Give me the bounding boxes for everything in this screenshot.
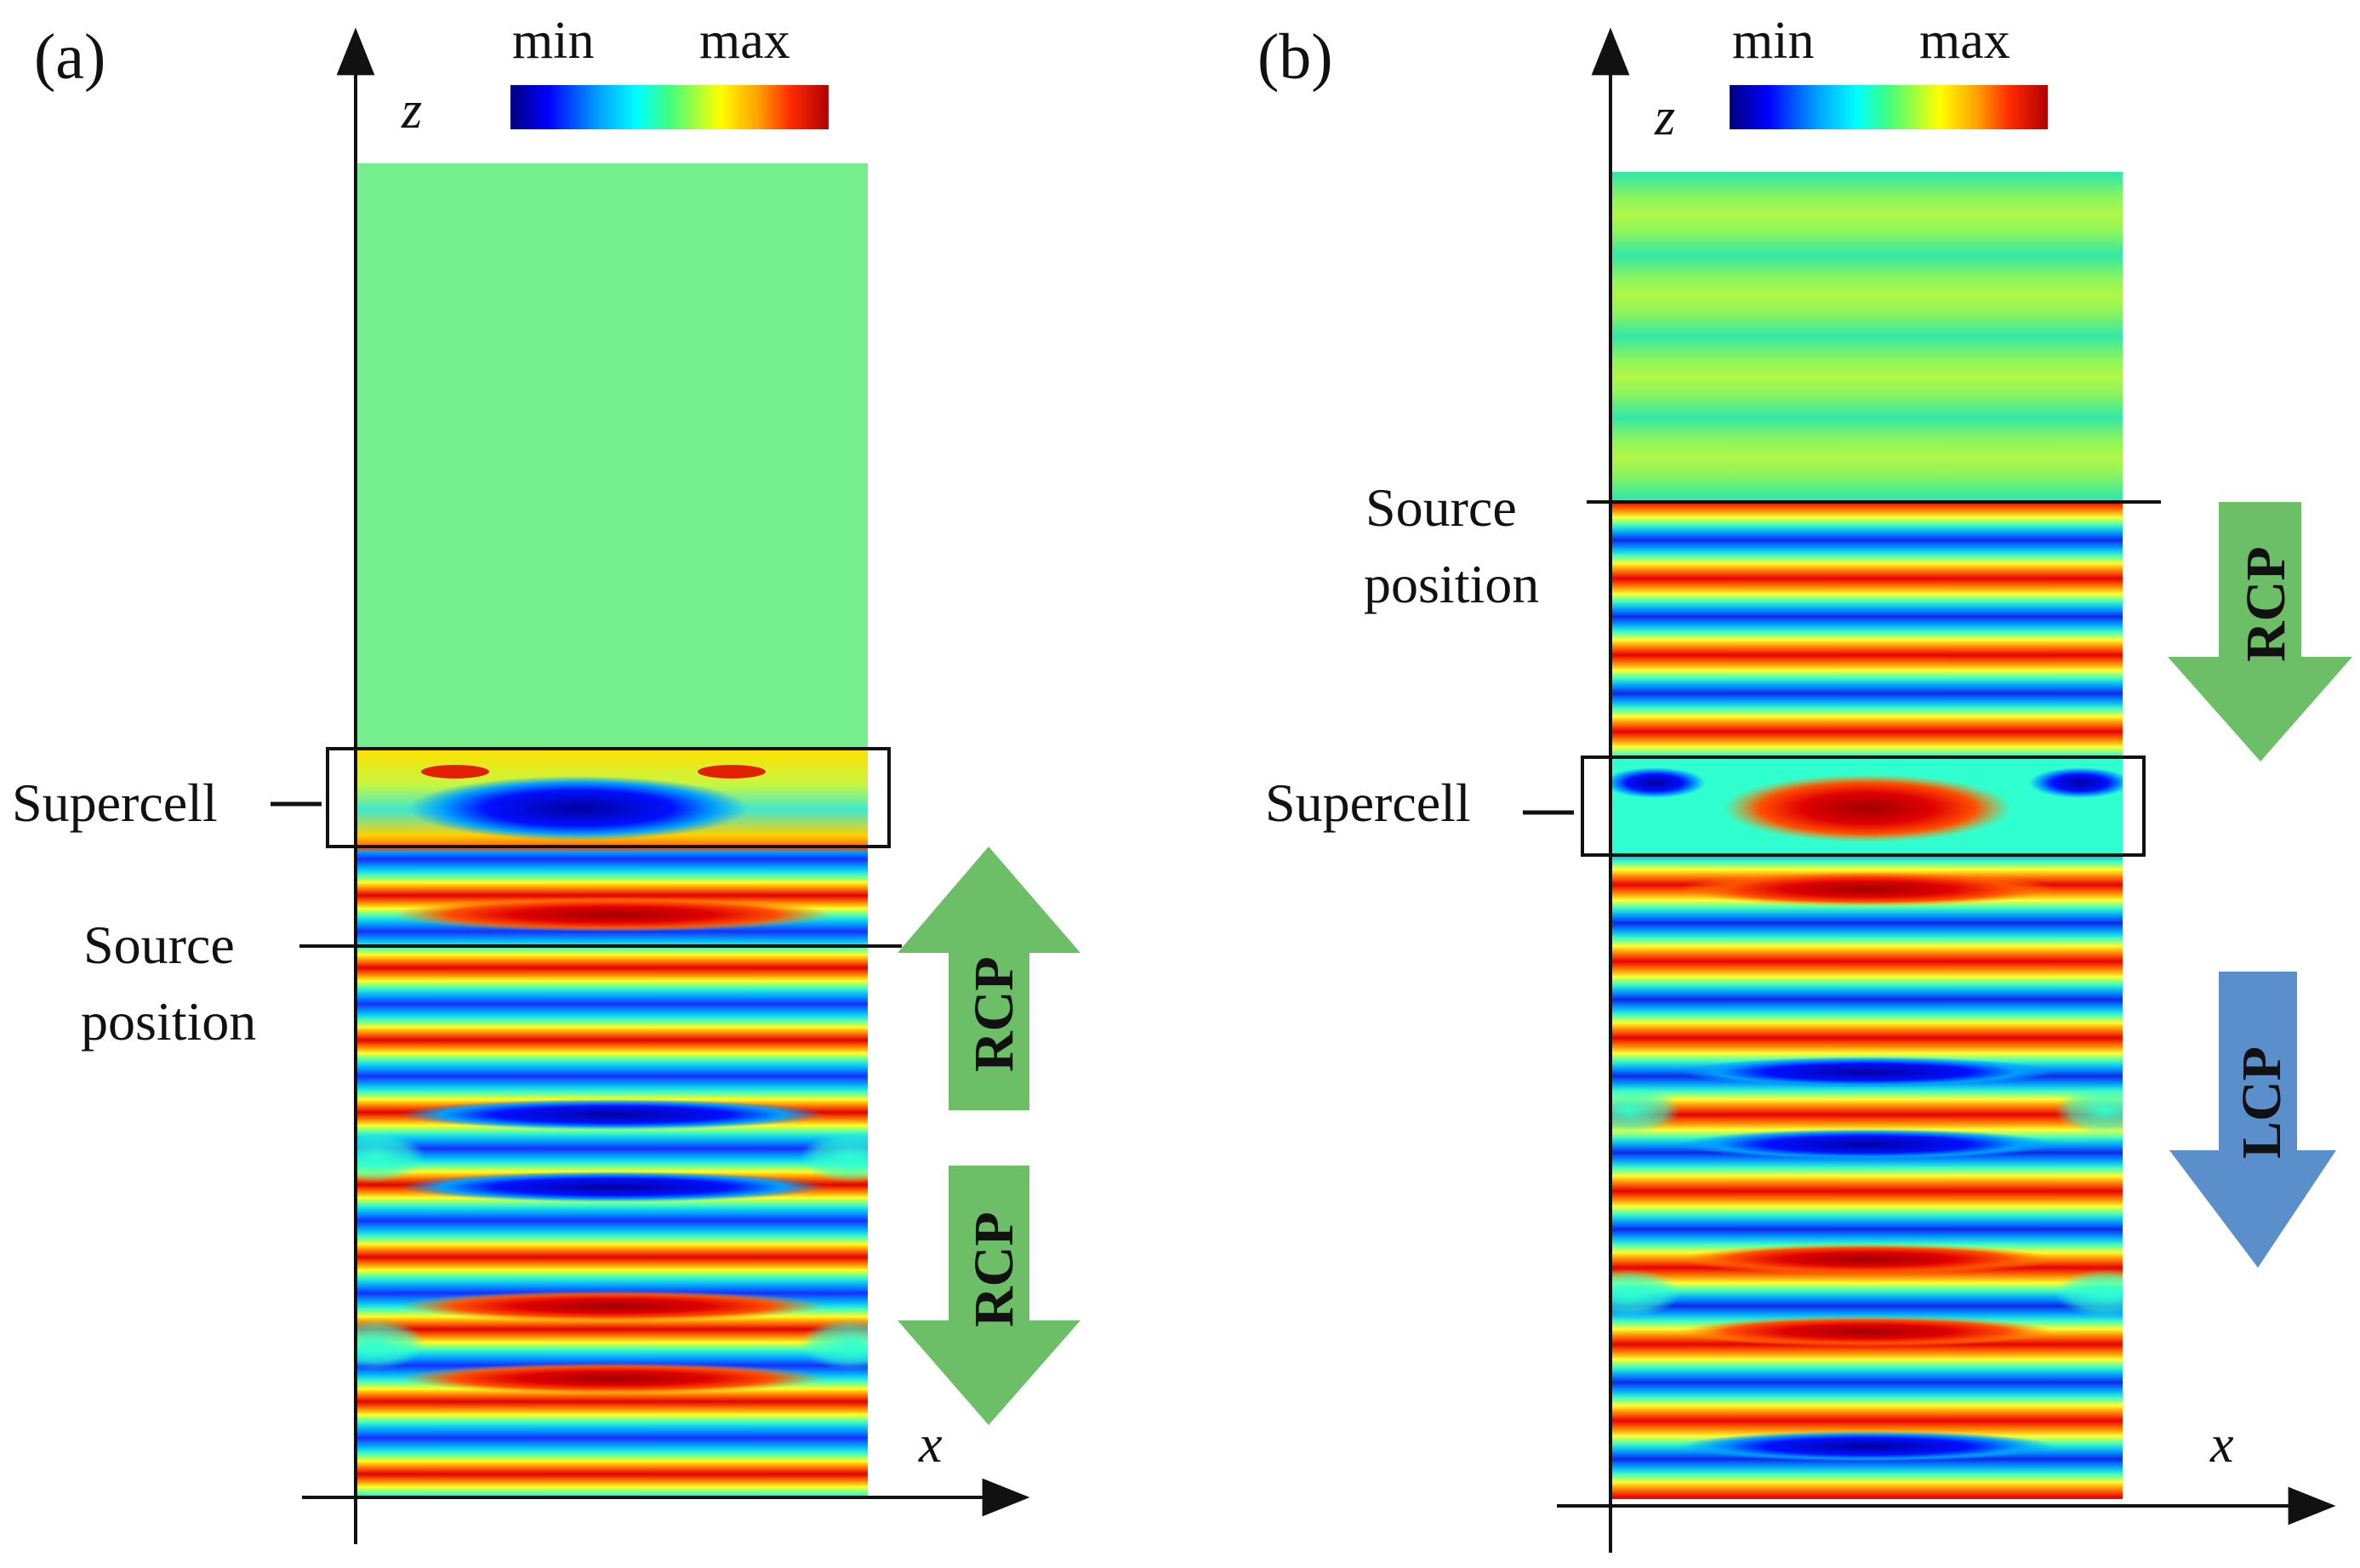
supercell-label-a: Supercell <box>12 773 218 833</box>
polarization-arrow-b-lcp: LCP <box>2169 972 2336 1268</box>
supercell-red-mode <box>1723 774 2012 842</box>
panel-b-label: (b) <box>1257 21 1333 93</box>
source-label-b-line1: Source <box>1365 477 1517 538</box>
colorbar-min-label: min <box>512 12 594 70</box>
polarization-arrow-b-rcp: RCP <box>2168 502 2352 761</box>
colorbar-min-label: min <box>1732 12 1814 70</box>
panel-b: (b) min max z x <box>1257 12 2352 1553</box>
z-axis-label-a: z <box>401 82 422 140</box>
supercell-box-b <box>1581 755 2146 857</box>
supercell-blue-mode <box>408 776 749 841</box>
source-label-b-line2: position <box>1364 554 1539 614</box>
colorbar-max-label: max <box>699 12 790 70</box>
field-map-a <box>357 163 868 1496</box>
x-axis-label-b: x <box>2209 1416 2234 1474</box>
colorbar-b: min max <box>1730 12 2048 129</box>
arrow-label-b-2: LCP <box>2231 1046 2293 1159</box>
z-axis-label-b: z <box>1654 88 1675 146</box>
polarization-arrow-a-down: RCP <box>898 1166 1080 1425</box>
colorbar-gradient <box>510 85 829 129</box>
x-axis-label-a: x <box>918 1416 943 1474</box>
source-label-a-line1: Source <box>83 915 235 975</box>
field-map-b <box>1612 172 2123 1499</box>
panel-a: (a) min max z x <box>12 12 1080 1544</box>
supercell-box-a <box>326 747 891 848</box>
supercell-label-b: Supercell <box>1265 773 1471 833</box>
arrow-label-a-1: RCP <box>963 956 1025 1072</box>
polarization-arrow-a-up: RCP <box>898 847 1080 1110</box>
arrow-label-a-2: RCP <box>963 1212 1025 1327</box>
colorbar-a: min max <box>510 12 829 129</box>
colorbar-gradient <box>1730 85 2048 129</box>
arrow-label-b-1: RCP <box>2235 546 2297 662</box>
panel-a-label: (a) <box>34 21 105 93</box>
source-label-a-line2: position <box>81 991 256 1052</box>
colorbar-max-label: max <box>1919 12 2010 70</box>
